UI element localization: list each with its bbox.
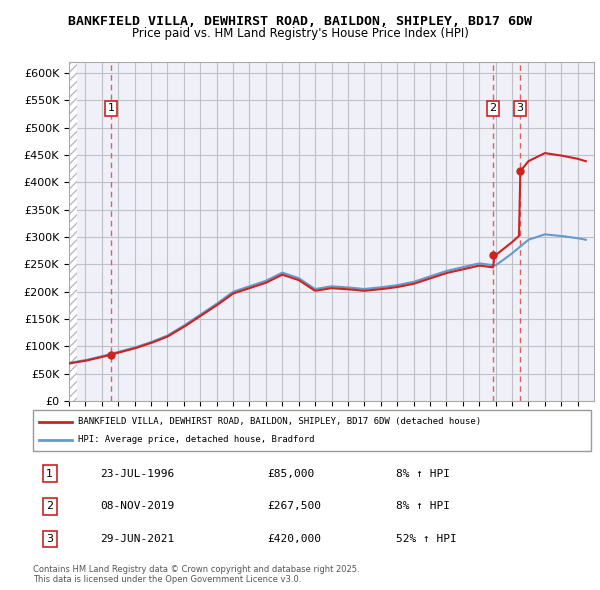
Text: Price paid vs. HM Land Registry's House Price Index (HPI): Price paid vs. HM Land Registry's House … (131, 27, 469, 40)
Text: 8% ↑ HPI: 8% ↑ HPI (396, 468, 450, 478)
Text: 3: 3 (46, 534, 53, 544)
Text: £267,500: £267,500 (268, 502, 322, 512)
Text: 1: 1 (46, 468, 53, 478)
FancyBboxPatch shape (33, 410, 591, 451)
Text: 1: 1 (107, 103, 115, 113)
Text: 52% ↑ HPI: 52% ↑ HPI (396, 534, 457, 544)
Text: 23-JUL-1996: 23-JUL-1996 (100, 468, 174, 478)
Text: £420,000: £420,000 (268, 534, 322, 544)
Text: 08-NOV-2019: 08-NOV-2019 (100, 502, 174, 512)
Text: 2: 2 (490, 103, 497, 113)
Text: 8% ↑ HPI: 8% ↑ HPI (396, 502, 450, 512)
Text: 2: 2 (46, 502, 53, 512)
Text: Contains HM Land Registry data © Crown copyright and database right 2025.
This d: Contains HM Land Registry data © Crown c… (33, 565, 359, 584)
Text: 3: 3 (517, 103, 524, 113)
Text: £85,000: £85,000 (268, 468, 314, 478)
Text: BANKFIELD VILLA, DEWHIRST ROAD, BAILDON, SHIPLEY, BD17 6DW (detached house): BANKFIELD VILLA, DEWHIRST ROAD, BAILDON,… (77, 417, 481, 426)
Text: HPI: Average price, detached house, Bradford: HPI: Average price, detached house, Brad… (77, 435, 314, 444)
Text: BANKFIELD VILLA, DEWHIRST ROAD, BAILDON, SHIPLEY, BD17 6DW: BANKFIELD VILLA, DEWHIRST ROAD, BAILDON,… (68, 15, 532, 28)
Text: 29-JUN-2021: 29-JUN-2021 (100, 534, 174, 544)
